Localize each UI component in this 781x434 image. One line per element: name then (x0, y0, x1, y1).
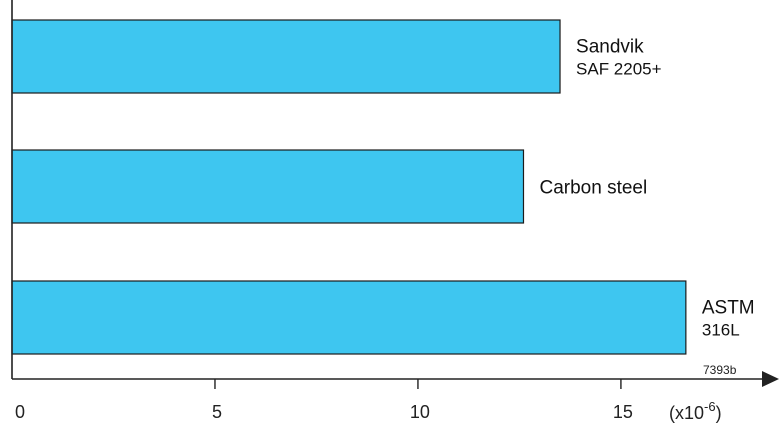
figure-code: 7393b (703, 363, 737, 377)
bar-labels-group: Sandvik SAF 2205+ Carbon steel ASTM 316L (539, 37, 754, 340)
x-tick-label: 5 (212, 402, 222, 422)
bar-1 (11, 19, 561, 94)
bar-label-line: SAF 2205+ (576, 60, 662, 79)
bar-label-2: Carbon steel (539, 178, 647, 199)
bar-2 (11, 149, 525, 224)
x-ticks-group: 0 5 10 15 (15, 379, 633, 422)
x-tick-label: 15 (613, 402, 633, 422)
x-tick-label: 10 (410, 402, 430, 422)
bars-group (11, 19, 687, 355)
bar-label-line: Sandvik (576, 37, 644, 58)
x-axis-unit: (x10-6) (669, 399, 722, 423)
bar-label-line: ASTM (702, 298, 755, 319)
bar-label-1: Sandvik SAF 2205+ (576, 37, 662, 79)
x-tick-label: 0 (15, 402, 25, 422)
bar-label-3: ASTM 316L (702, 298, 755, 340)
bar-label-line: Carbon steel (539, 178, 647, 199)
bar-label-line: 316L (702, 321, 740, 340)
bar-3 (11, 280, 687, 355)
x-axis-arrow-icon (762, 371, 779, 387)
